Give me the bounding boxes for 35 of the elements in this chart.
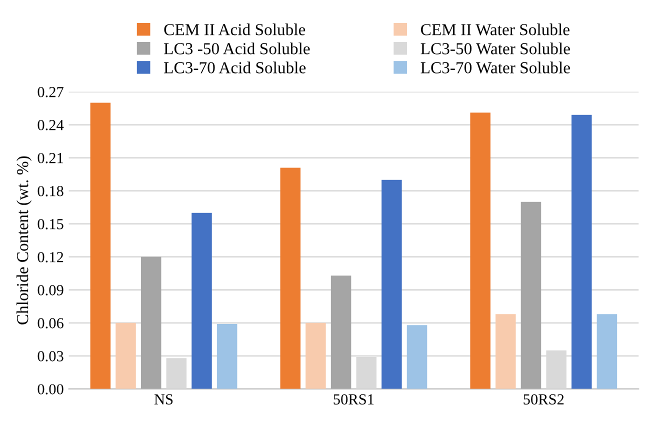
legend-label: CEM II Acid Soluble <box>164 24 306 36</box>
y-tick-label: 0.00 <box>38 384 64 394</box>
y-axis-title: Chloride Content (wt. %) <box>16 156 32 324</box>
y-tick-label: 0.24 <box>38 120 64 130</box>
bar <box>496 314 516 389</box>
legend-label: CEM II Water Soluble <box>421 24 570 36</box>
bar <box>116 322 136 389</box>
bar <box>90 102 111 389</box>
x-tick-label: 50RS2 <box>524 394 564 405</box>
legend-label: LC3-70 Water Soluble <box>420 62 570 74</box>
bar <box>596 314 618 389</box>
bar <box>306 322 326 389</box>
y-tick-label: 0.03 <box>38 351 64 362</box>
legend-label: LC3 -50 Acid Soluble <box>164 42 310 54</box>
y-tick-label: 0.27 <box>38 86 64 98</box>
bar <box>572 114 592 389</box>
y-tick-label: 0.18 <box>38 186 64 196</box>
bar <box>406 325 428 389</box>
bar <box>330 276 352 389</box>
bar <box>520 202 542 389</box>
x-tick-label: NS <box>154 394 173 405</box>
y-tick-label: 0.21 <box>38 152 63 164</box>
bar <box>216 324 238 389</box>
y-tick-label: 0.12 <box>38 252 64 262</box>
bar <box>140 256 162 389</box>
bar <box>280 168 301 389</box>
x-tick-label: 50RS1 <box>334 394 374 405</box>
y-tick-label: 0.06 <box>38 318 64 328</box>
bar <box>382 180 402 389</box>
y-tick-label: 0.15 <box>38 218 64 230</box>
y-tick-label: 0.09 <box>38 285 64 296</box>
legend-label: LC3-70 Acid Soluble <box>164 62 306 74</box>
bar <box>192 212 212 389</box>
bar <box>470 112 490 389</box>
legend-label: LC3-50 Water Soluble <box>420 42 570 54</box>
